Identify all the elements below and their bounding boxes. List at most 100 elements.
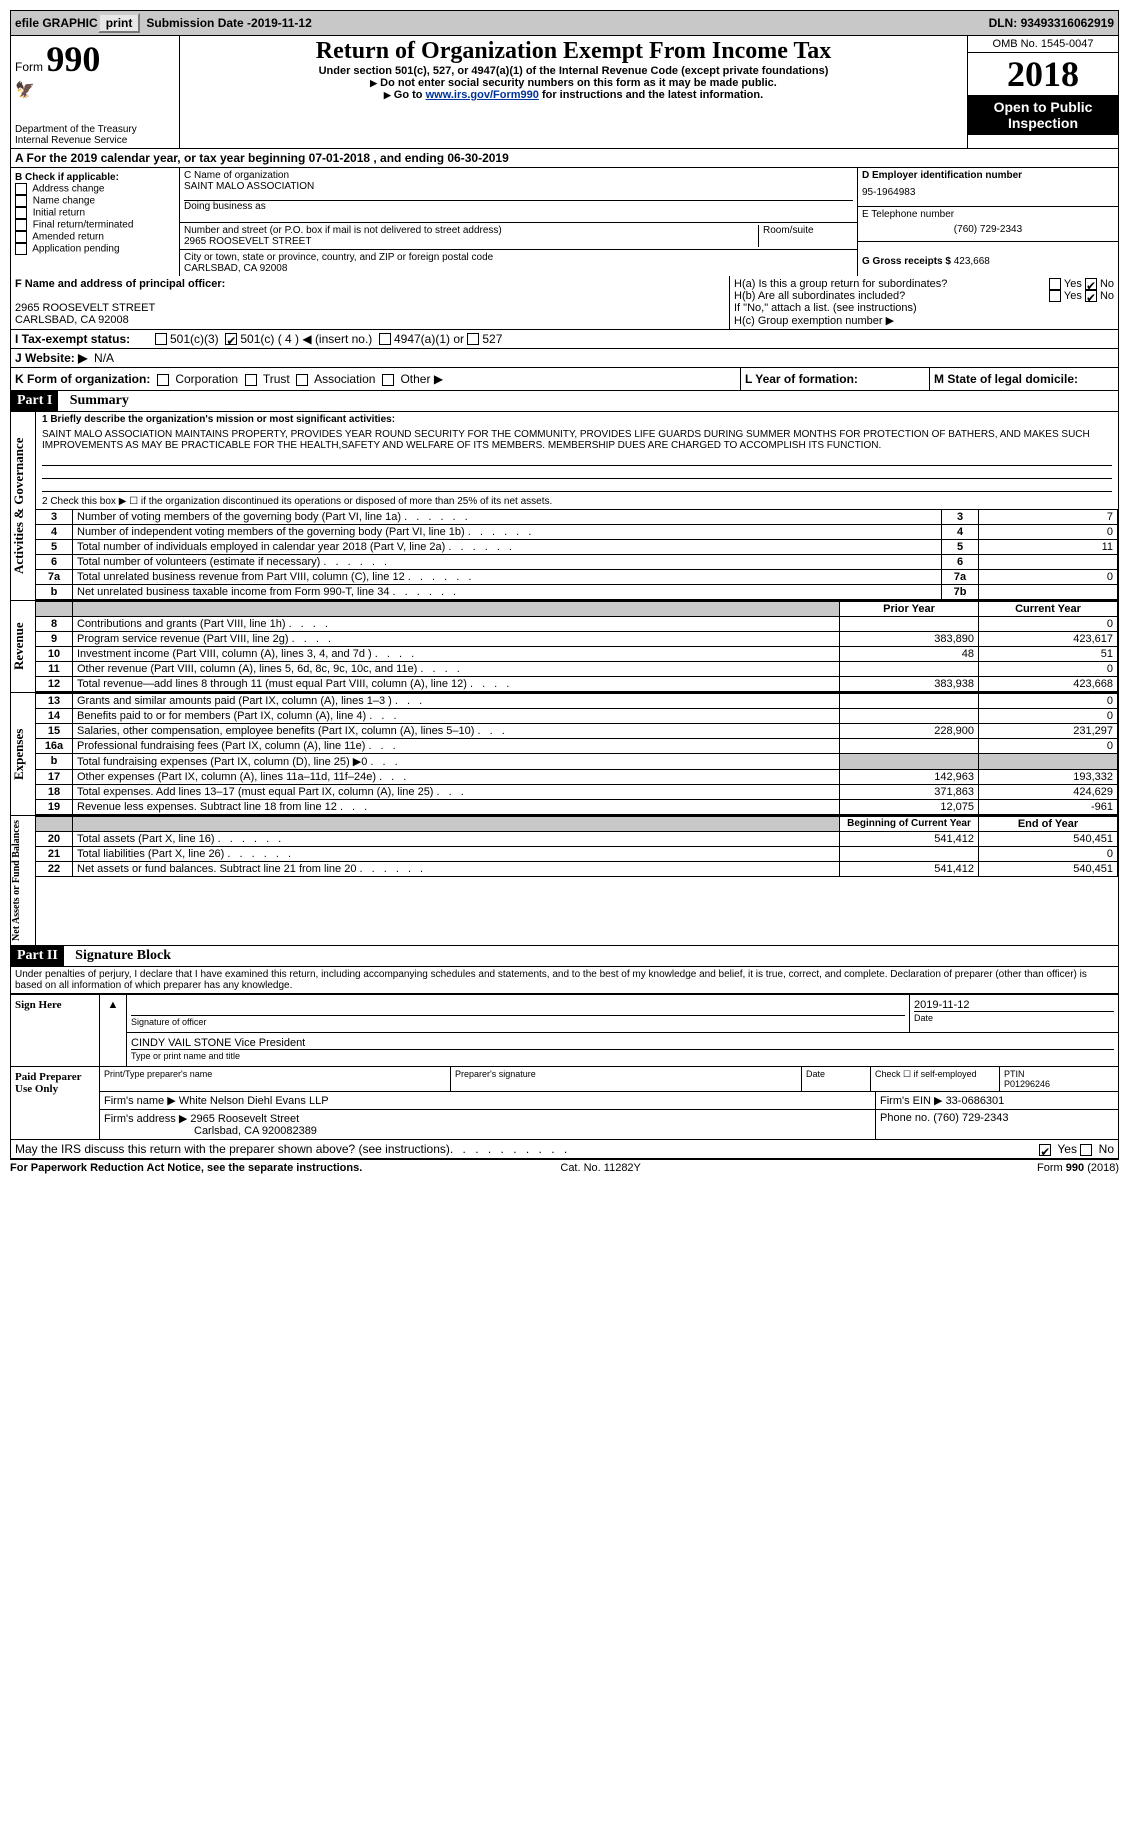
website-value: N/A [94, 351, 114, 365]
side-net: Net Assets or Fund Balances [11, 816, 36, 945]
firm-ein: 33-0686301 [946, 1095, 1005, 1107]
type-name-label: Type or print name and title [131, 1051, 240, 1061]
top-bar: efile GRAPHIC print Submission Date - 20… [10, 10, 1119, 36]
check-item: Initial return [15, 207, 175, 219]
sig-officer-label: Signature of officer [131, 1017, 206, 1027]
part-i-title: Summary [62, 393, 129, 409]
m-label: M State of legal domicile: [930, 368, 1118, 390]
ptin-value: P01296246 [1004, 1079, 1050, 1089]
ein-label: D Employer identification number [862, 170, 1114, 181]
date-label: Date [914, 1013, 933, 1023]
check-self: Check ☐ if self-employed [871, 1067, 1000, 1091]
tax-year: 2018 [968, 53, 1118, 95]
street-address: 2965 ROOSEVELT STREET [184, 236, 754, 247]
form-header: Form 990 🦅 Department of the Treasury In… [10, 36, 1119, 149]
check-item: Final return/terminated [15, 219, 175, 231]
discuss-text: May the IRS discuss this return with the… [15, 1142, 450, 1156]
row-j: J Website: ▶ N/A [10, 349, 1119, 368]
row-i: I Tax-exempt status: 501(c)(3) 501(c) ( … [10, 330, 1119, 349]
declaration-text: Under penalties of perjury, I declare th… [10, 967, 1119, 994]
activities-governance-section: Activities & Governance 1 Briefly descri… [10, 412, 1119, 601]
dba-label: Doing business as [184, 201, 853, 212]
part-i-badge: Part I [11, 391, 58, 411]
row-a-tax-year: A For the 2019 calendar year, or tax yea… [10, 149, 1119, 168]
form-word: Form [15, 60, 43, 74]
section-fh: F Name and address of principal officer:… [10, 276, 1119, 330]
officer-name: CINDY VAIL STONE Vice President [131, 1037, 1114, 1050]
hc-label: H(c) Group exemption number ▶ [734, 314, 1114, 327]
j-label: J Website: ▶ [15, 351, 87, 365]
q1: 1 Briefly describe the organization's mi… [36, 412, 1118, 427]
f-addr1: 2965 ROOSEVELT STREET [15, 302, 725, 314]
submission-label: Submission Date - [146, 16, 251, 30]
goto-pre: Go to [394, 89, 426, 101]
side-revenue: Revenue [11, 601, 36, 692]
footer-left: For Paperwork Reduction Act Notice, see … [10, 1162, 362, 1174]
omb-number: OMB No. 1545-0047 [968, 36, 1118, 53]
name-label: C Name of organization [184, 170, 853, 181]
room-label: Room/suite [759, 225, 853, 247]
f-addr2: CARLSBAD, CA 92008 [15, 314, 725, 326]
sig-date: 2019-11-12 [914, 999, 1114, 1011]
firm-addr1: 2965 Roosevelt Street [190, 1113, 299, 1125]
part-ii-badge: Part II [11, 946, 64, 966]
ein-value: 95-1964983 [862, 181, 1114, 204]
tel-value: (760) 729-2343 [862, 220, 1114, 239]
phone-label: Phone no. [880, 1112, 930, 1124]
expenses-section: Expenses 13 Grants and similar amounts p… [10, 693, 1119, 816]
org-name: SAINT MALO ASSOCIATION [184, 181, 853, 192]
pt-name-label: Print/Type preparer's name [100, 1067, 451, 1091]
subtitle-1: Under section 501(c), 527, or 4947(a)(1)… [184, 65, 963, 77]
part-ii-title: Signature Block [67, 948, 171, 964]
mission-text: SAINT MALO ASSOCIATION MAINTAINS PROPERT… [36, 427, 1118, 453]
firm-addr2: Carlsbad, CA 920082389 [104, 1125, 871, 1137]
check-item: Amended return [15, 231, 175, 243]
section-bcd: B Check if applicable: Address change Na… [10, 168, 1119, 276]
col-b-header: B Check if applicable: [15, 172, 175, 183]
firm-addr-label: Firm's address ▶ [104, 1113, 187, 1125]
discuss-row: May the IRS discuss this return with the… [10, 1140, 1119, 1159]
l-label: L Year of formation: [741, 368, 930, 390]
phone-value: (760) 729-2343 [933, 1112, 1008, 1124]
row-klm: K Form of organization: Corporation Trus… [10, 368, 1119, 391]
check-item: Application pending [15, 243, 175, 255]
i-label: I Tax-exempt status: [15, 332, 155, 346]
check-item: Name change [15, 195, 175, 207]
city-label: City or town, state or province, country… [184, 252, 853, 263]
date-label-2: Date [802, 1067, 871, 1091]
dept-treasury: Department of the Treasury [15, 124, 175, 135]
paid-preparer-label: Paid Preparer Use Only [11, 1067, 100, 1140]
dln-label: DLN: [989, 16, 1021, 30]
dln-value: 93493316062919 [1021, 16, 1114, 30]
city-value: CARLSBAD, CA 92008 [184, 263, 853, 274]
irs-label: Internal Revenue Service [15, 135, 175, 146]
addr-label: Number and street (or P.O. box if mail i… [184, 225, 754, 236]
f-label: F Name and address of principal officer: [15, 278, 725, 290]
firm-name: White Nelson Diehl Evans LLP [179, 1095, 329, 1107]
tel-label: E Telephone number [862, 209, 1114, 220]
firm-name-label: Firm's name ▶ [104, 1095, 176, 1107]
form-number: 990 [46, 39, 100, 79]
print-button[interactable]: print [98, 13, 141, 33]
prep-sig-label: Preparer's signature [451, 1067, 802, 1091]
hb-label: H(b) Are all subordinates included? [734, 290, 1049, 302]
h-note: If "No," attach a list. (see instruction… [734, 302, 1114, 314]
form990-link[interactable]: www.irs.gov/Form990 [426, 89, 539, 101]
q2: 2 Check this box ▶ ☐ if the organization… [36, 494, 1118, 509]
efile-label: efile GRAPHIC [15, 16, 98, 30]
check-item: Address change [15, 183, 175, 195]
side-activities: Activities & Governance [11, 412, 36, 600]
submission-date: 2019-11-12 [251, 16, 312, 30]
goto-post: for instructions and the latest informat… [542, 89, 763, 101]
revenue-section: Revenue Prior Year Current Year8 Contrib… [10, 601, 1119, 693]
firm-ein-label: Firm's EIN ▶ [880, 1095, 943, 1107]
sign-here-label: Sign Here [11, 995, 100, 1067]
gross-label: G Gross receipts $ [862, 256, 954, 267]
signature-table: Sign Here ▲ Signature of officer 2019-11… [10, 994, 1119, 1140]
form-title: Return of Organization Exempt From Incom… [184, 38, 963, 65]
footer-right: Form 990 (2018) [1037, 1162, 1119, 1174]
footer-mid: Cat. No. 11282Y [560, 1162, 641, 1174]
k-label: K Form of organization: [15, 372, 150, 386]
subtitle-2: Do not enter social security numbers on … [380, 77, 777, 89]
open-to-public: Open to Public Inspection [968, 95, 1118, 135]
